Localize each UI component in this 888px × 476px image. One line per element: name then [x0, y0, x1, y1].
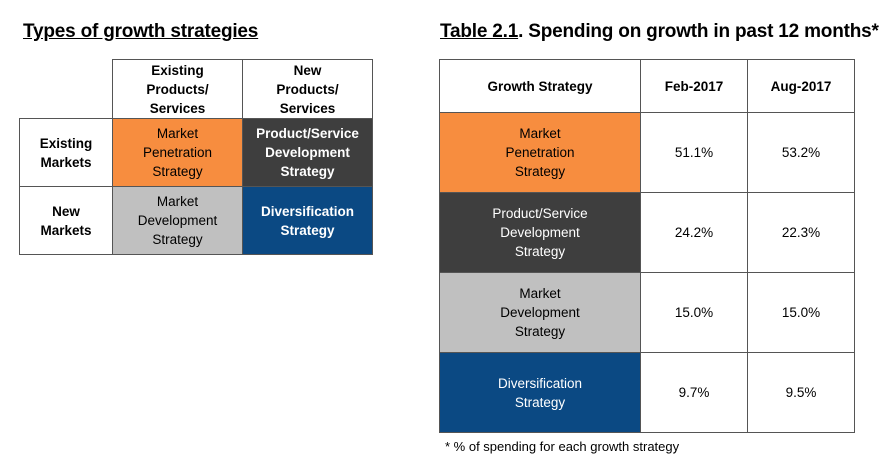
table-row: Diversification Strategy 9.7% 9.5% — [439, 352, 855, 433]
matrix-cell-market-penetration: Market Penetration Strategy — [112, 118, 243, 187]
spending-strategy-product-development: Product/Service Development Strategy — [439, 192, 641, 273]
table-row: Market Penetration Strategy 51.1% 53.2% — [439, 112, 855, 193]
spending-header-aug: Aug-2017 — [747, 59, 855, 113]
spending-value-feb: 51.1% — [640, 112, 748, 193]
matrix-row-header-new-markets: New Markets — [19, 186, 113, 255]
spending-strategy-diversification: Diversification Strategy — [439, 352, 641, 433]
matrix-corner — [19, 59, 113, 119]
table-number: Table 2.1 — [440, 21, 519, 42]
left-title: Types of growth strategies — [23, 21, 259, 42]
spending-strategy-market-penetration: Market Penetration Strategy — [439, 112, 641, 193]
matrix-cell-diversification: Diversification Strategy — [242, 186, 373, 255]
matrix-cell-market-development: Market Development Strategy — [112, 186, 243, 255]
spending-value-aug: 53.2% — [747, 112, 855, 193]
spending-value-aug: 22.3% — [747, 192, 855, 273]
table-row: Market Development Strategy 15.0% 15.0% — [439, 272, 855, 353]
spending-value-aug: 15.0% — [747, 272, 855, 353]
growth-matrix: Existing Products/Services New Products/Se… — [19, 59, 373, 255]
matrix-cell-product-development: Product/Service Development Strategy — [242, 118, 373, 187]
spending-value-feb: 9.7% — [640, 352, 748, 433]
matrix-col-header-existing-products: Existing Products/Services — [112, 59, 243, 119]
table-row: Product/Service Development Strategy 24.2%… — [439, 192, 855, 273]
table-caption: . Spending on growth in past 12 months* — [518, 21, 879, 42]
spending-value-aug: 9.5% — [747, 352, 855, 433]
spending-header-feb: Feb-2017 — [640, 59, 748, 113]
spending-value-feb: 24.2% — [640, 192, 748, 273]
spending-value-feb: 15.0% — [640, 272, 748, 353]
matrix-row-header-existing-markets: Existing Markets — [19, 118, 113, 187]
matrix-col-header-new-products: New Products/Services — [242, 59, 373, 119]
right-title: Table 2.1. Spending on growth in past 12… — [440, 21, 879, 43]
spending-strategy-market-development: Market Development Strategy — [439, 272, 641, 353]
spending-table: Growth Strategy Feb-2017 Aug-2017 Market… — [439, 59, 855, 433]
footnote: * % of spending for each growth strategy — [445, 439, 680, 454]
spending-header-strategy: Growth Strategy — [439, 59, 641, 113]
